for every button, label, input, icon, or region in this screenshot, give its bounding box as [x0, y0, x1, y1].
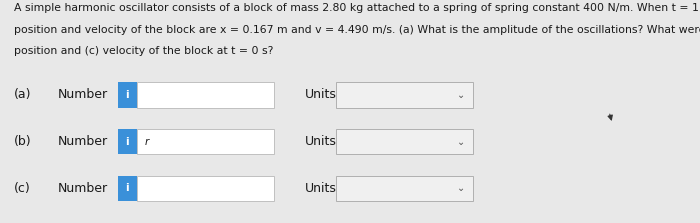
FancyBboxPatch shape [137, 82, 274, 108]
FancyBboxPatch shape [118, 82, 137, 108]
FancyBboxPatch shape [336, 176, 473, 201]
FancyBboxPatch shape [118, 129, 137, 154]
Text: ⌄: ⌄ [457, 184, 466, 193]
FancyBboxPatch shape [336, 82, 473, 108]
Text: (c): (c) [14, 182, 31, 195]
FancyBboxPatch shape [118, 176, 137, 201]
Text: ⌄: ⌄ [457, 90, 466, 100]
Text: (a): (a) [14, 88, 32, 101]
Text: ⌄: ⌄ [457, 137, 466, 147]
Text: Units: Units [304, 182, 337, 195]
FancyBboxPatch shape [336, 129, 473, 154]
Text: Units: Units [304, 135, 337, 148]
FancyBboxPatch shape [137, 176, 274, 201]
Text: Units: Units [304, 88, 337, 101]
Text: Number: Number [58, 182, 108, 195]
Text: Number: Number [58, 88, 108, 101]
Text: (b): (b) [14, 135, 32, 148]
Text: i: i [125, 184, 130, 193]
FancyBboxPatch shape [137, 129, 274, 154]
Text: i: i [125, 137, 130, 147]
Text: position and velocity of the block are x = 0.167 m and v = 4.490 m/s. (a) What i: position and velocity of the block are x… [14, 25, 700, 35]
Text: Number: Number [58, 135, 108, 148]
Text: position and (c) velocity of the block at t = 0 s?: position and (c) velocity of the block a… [14, 46, 274, 56]
Text: r: r [144, 137, 148, 147]
Text: A simple harmonic oscillator consists of a block of mass 2.80 kg attached to a s: A simple harmonic oscillator consists of… [14, 3, 700, 13]
Text: i: i [125, 90, 130, 100]
